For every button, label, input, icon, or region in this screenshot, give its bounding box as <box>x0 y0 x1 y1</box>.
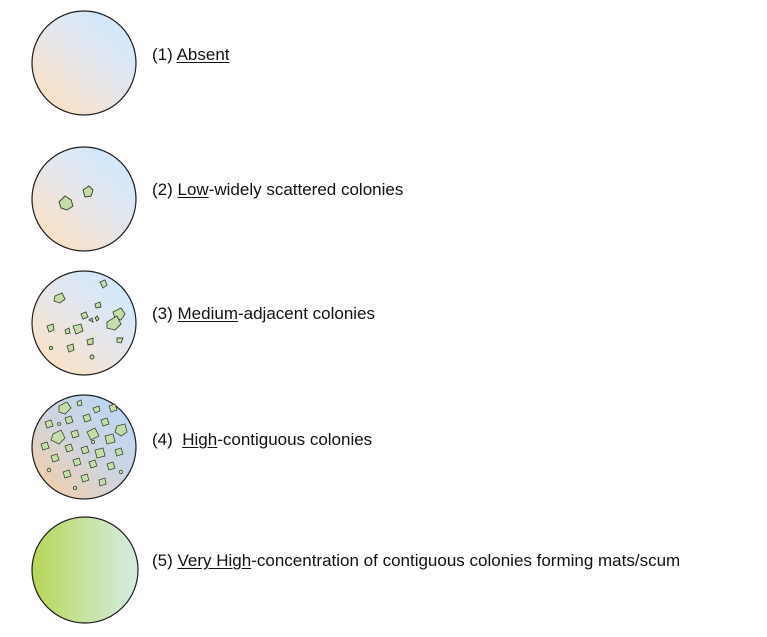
colony <box>86 337 94 346</box>
level-number: (1) <box>152 45 173 64</box>
colony <box>114 423 128 437</box>
level-label-4: (4) High-contiguous colonies <box>152 430 372 450</box>
level-label-2: (2) Low-widely scattered colonies <box>152 180 403 200</box>
level-number: (3) <box>152 304 173 323</box>
colony <box>76 399 83 407</box>
colony <box>89 354 95 360</box>
level-description: -widely scattered colonies <box>208 180 404 199</box>
colony <box>66 343 75 353</box>
level-number: (2) <box>152 180 173 199</box>
colony <box>88 459 98 469</box>
sample-disc-low <box>31 146 137 252</box>
colony <box>80 445 90 455</box>
level-description: -adjacent colonies <box>237 304 376 323</box>
colony <box>99 279 108 289</box>
colony <box>94 301 102 309</box>
colony <box>57 422 61 426</box>
colony <box>100 417 110 427</box>
colony <box>58 401 72 415</box>
colony <box>72 323 84 335</box>
colony <box>70 429 80 439</box>
colony <box>106 461 116 471</box>
colony <box>58 195 74 211</box>
level-label-1: (1) Absent <box>152 45 230 65</box>
sample-disc-high <box>31 394 137 500</box>
level-keyword: Medium <box>177 304 238 323</box>
colony <box>82 413 92 423</box>
colony <box>94 315 100 322</box>
colony <box>108 403 118 413</box>
colony <box>94 447 106 459</box>
colony <box>118 469 124 475</box>
colony <box>116 337 124 344</box>
colony <box>91 440 96 445</box>
colony <box>50 453 60 463</box>
colony <box>88 317 94 323</box>
colony <box>98 477 107 487</box>
colony <box>48 345 54 351</box>
colony <box>104 433 116 445</box>
colony <box>40 441 50 451</box>
level-keyword: Very High <box>177 551 252 570</box>
level-number: (4) <box>152 430 173 449</box>
level-description: -concentration of contiguous colonies fo… <box>251 551 681 570</box>
colony <box>44 419 54 429</box>
sample-disc-absent <box>31 10 137 116</box>
colony <box>64 327 71 335</box>
colony <box>86 427 100 441</box>
level-label-3: (3) Medium-adjacent colonies <box>152 304 375 324</box>
level-keyword: Absent <box>176 45 230 64</box>
colony <box>46 467 52 473</box>
colony <box>80 473 90 483</box>
colony <box>73 486 78 491</box>
colony <box>80 311 89 320</box>
level-label-5: (5) Very High-concentration of contiguou… <box>152 551 680 571</box>
level-number: (5) <box>152 551 173 570</box>
colony <box>53 292 66 304</box>
level-keyword: High <box>182 430 218 449</box>
level-keyword: Low <box>177 180 209 199</box>
colony <box>72 457 82 467</box>
colony <box>64 443 74 453</box>
sample-disc-very-high <box>31 516 139 624</box>
colony <box>106 315 122 331</box>
sample-disc-medium <box>31 270 137 376</box>
colony <box>62 469 72 479</box>
colony <box>82 185 94 198</box>
colony <box>46 323 55 333</box>
colony <box>114 447 124 457</box>
colony <box>50 429 66 445</box>
level-description: -contiguous colonies <box>217 430 373 449</box>
colony <box>92 405 101 414</box>
colony <box>64 415 74 425</box>
